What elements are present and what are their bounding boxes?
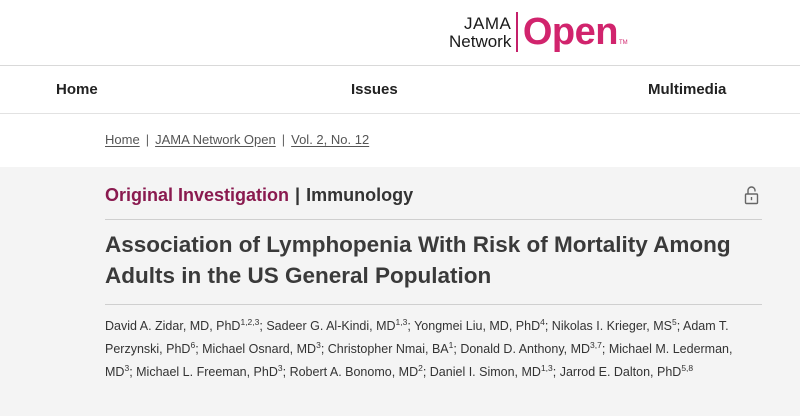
author[interactable]: Robert A. Bonomo, MD2 bbox=[289, 362, 423, 379]
author-name: Michael L. Freeman, PhD bbox=[136, 365, 278, 379]
divider bbox=[105, 219, 762, 220]
author-affiliation: 4 bbox=[540, 316, 545, 327]
author-affiliation: 3 bbox=[124, 362, 130, 373]
article-title: Association of Lymphopenia With Risk of … bbox=[105, 232, 731, 288]
author-affiliation: 3,7 bbox=[590, 339, 602, 350]
author[interactable]: Michael L. Freeman, PhD3 bbox=[136, 362, 283, 379]
logo-jama-text: JAMA bbox=[464, 13, 512, 33]
author-affiliation: 6 bbox=[190, 339, 196, 350]
author[interactable]: David A. Zidar, MD, PhD1,2,3 bbox=[105, 316, 260, 333]
article-header: Original Investigation | Immunology Asso… bbox=[0, 167, 800, 416]
author[interactable]: Daniel I. Simon, MD1,3 bbox=[429, 362, 553, 379]
article-type-primary[interactable]: Original Investigation bbox=[105, 185, 290, 205]
unlock-icon[interactable] bbox=[744, 185, 759, 205]
author-separator: ; bbox=[676, 319, 683, 333]
breadcrumb-separator: | bbox=[145, 132, 150, 147]
author[interactable]: Adam T. Perzynski, PhD6 bbox=[105, 319, 729, 356]
author-affiliation: 3 bbox=[316, 339, 321, 350]
author-list: David A. Zidar, MD, PhD1,2,3; Sadeer G. … bbox=[105, 315, 745, 384]
divider bbox=[105, 304, 762, 305]
author-separator: ; bbox=[453, 342, 461, 356]
article-type-separator: | bbox=[295, 185, 301, 205]
nav-multimedia[interactable]: Multimedia bbox=[648, 81, 727, 98]
author[interactable]: Nikolas I. Krieger, MS5 bbox=[551, 316, 677, 333]
nav-issues[interactable]: Issues bbox=[351, 81, 398, 98]
breadcrumb-journal[interactable]: JAMA Network Open bbox=[155, 132, 276, 147]
author-affiliation: 1,3 bbox=[540, 362, 553, 373]
author-separator: ; bbox=[552, 365, 560, 379]
article-type: Original Investigation | Immunology bbox=[105, 185, 413, 206]
logo-divider bbox=[516, 12, 518, 52]
breadcrumb-issue[interactable]: Vol. 2, No. 12 bbox=[291, 132, 370, 147]
nav-home[interactable]: Home bbox=[56, 81, 98, 98]
logo-trademark: TM bbox=[618, 40, 628, 46]
author-name: Jarrod E. Dalton, PhD bbox=[559, 365, 682, 379]
breadcrumb-home[interactable]: Home bbox=[105, 132, 140, 147]
logo-wordmark: JAMA Network bbox=[449, 15, 516, 50]
author[interactable]: Donald D. Anthony, MD3,7 bbox=[460, 339, 602, 356]
article-type-secondary[interactable]: Immunology bbox=[306, 185, 414, 205]
author[interactable]: Yongmei Liu, MD, PhD4 bbox=[414, 316, 545, 333]
author-separator: ; bbox=[129, 365, 137, 379]
author[interactable]: Michael M. Lederman, MD3 bbox=[105, 342, 732, 379]
author-affiliation: 1,3 bbox=[395, 316, 408, 327]
author[interactable]: Jarrod E. Dalton, PhD5,8 bbox=[559, 362, 694, 379]
author-separator: ; bbox=[320, 342, 328, 356]
main-nav: Home Issues Multimedia bbox=[0, 67, 800, 114]
jama-network-open-logo[interactable]: JAMA Network Open TM bbox=[449, 9, 628, 55]
author-name: Michael M. Lederman, MD bbox=[105, 342, 733, 379]
author-name: Daniel I. Simon, MD bbox=[429, 365, 541, 379]
author-affiliation: 5 bbox=[671, 316, 677, 327]
site-header: JAMA Network Open TM bbox=[0, 0, 800, 66]
author-affiliation: 1,2,3 bbox=[240, 316, 260, 327]
author-name: Sadeer G. Al-Kindi, MD bbox=[266, 319, 396, 333]
author[interactable]: Christopher Nmai, BA1 bbox=[327, 339, 454, 356]
author-separator: ; bbox=[601, 342, 609, 356]
author[interactable]: Sadeer G. Al-Kindi, MD1,3 bbox=[266, 316, 408, 333]
author-name: Adam T. Perzynski, PhD bbox=[105, 319, 729, 356]
logo-network-text: Network bbox=[449, 31, 512, 51]
breadcrumb-bar: Home | JAMA Network Open | Vol. 2, No. 1… bbox=[0, 115, 800, 167]
author-separator: ; bbox=[195, 342, 203, 356]
author-separator: ; bbox=[282, 365, 290, 379]
author-affiliation: 5,8 bbox=[681, 362, 694, 373]
author-name: Christopher Nmai, BA bbox=[327, 342, 449, 356]
author-affiliation: 2 bbox=[418, 362, 423, 373]
author-name: Nikolas I. Krieger, MS bbox=[551, 319, 672, 333]
breadcrumb-separator: | bbox=[281, 132, 286, 147]
author-separator: ; bbox=[407, 319, 415, 333]
author[interactable]: Michael Osnard, MD3 bbox=[202, 339, 321, 356]
author-name: Robert A. Bonomo, MD bbox=[289, 365, 419, 379]
author-affiliation: 3 bbox=[277, 362, 283, 373]
author-name: Michael Osnard, MD bbox=[202, 342, 317, 356]
author-name: Donald D. Anthony, MD bbox=[460, 342, 591, 356]
author-affiliation: 1 bbox=[448, 339, 454, 350]
author-name: Yongmei Liu, MD, PhD bbox=[414, 319, 541, 333]
author-separator: ; bbox=[544, 319, 552, 333]
author-separator: ; bbox=[259, 319, 267, 333]
breadcrumb: Home | JAMA Network Open | Vol. 2, No. 1… bbox=[105, 132, 369, 147]
author-separator: ; bbox=[422, 365, 430, 379]
logo-open-text: Open bbox=[522, 11, 619, 53]
author-name: David A. Zidar, MD, PhD bbox=[105, 319, 241, 333]
